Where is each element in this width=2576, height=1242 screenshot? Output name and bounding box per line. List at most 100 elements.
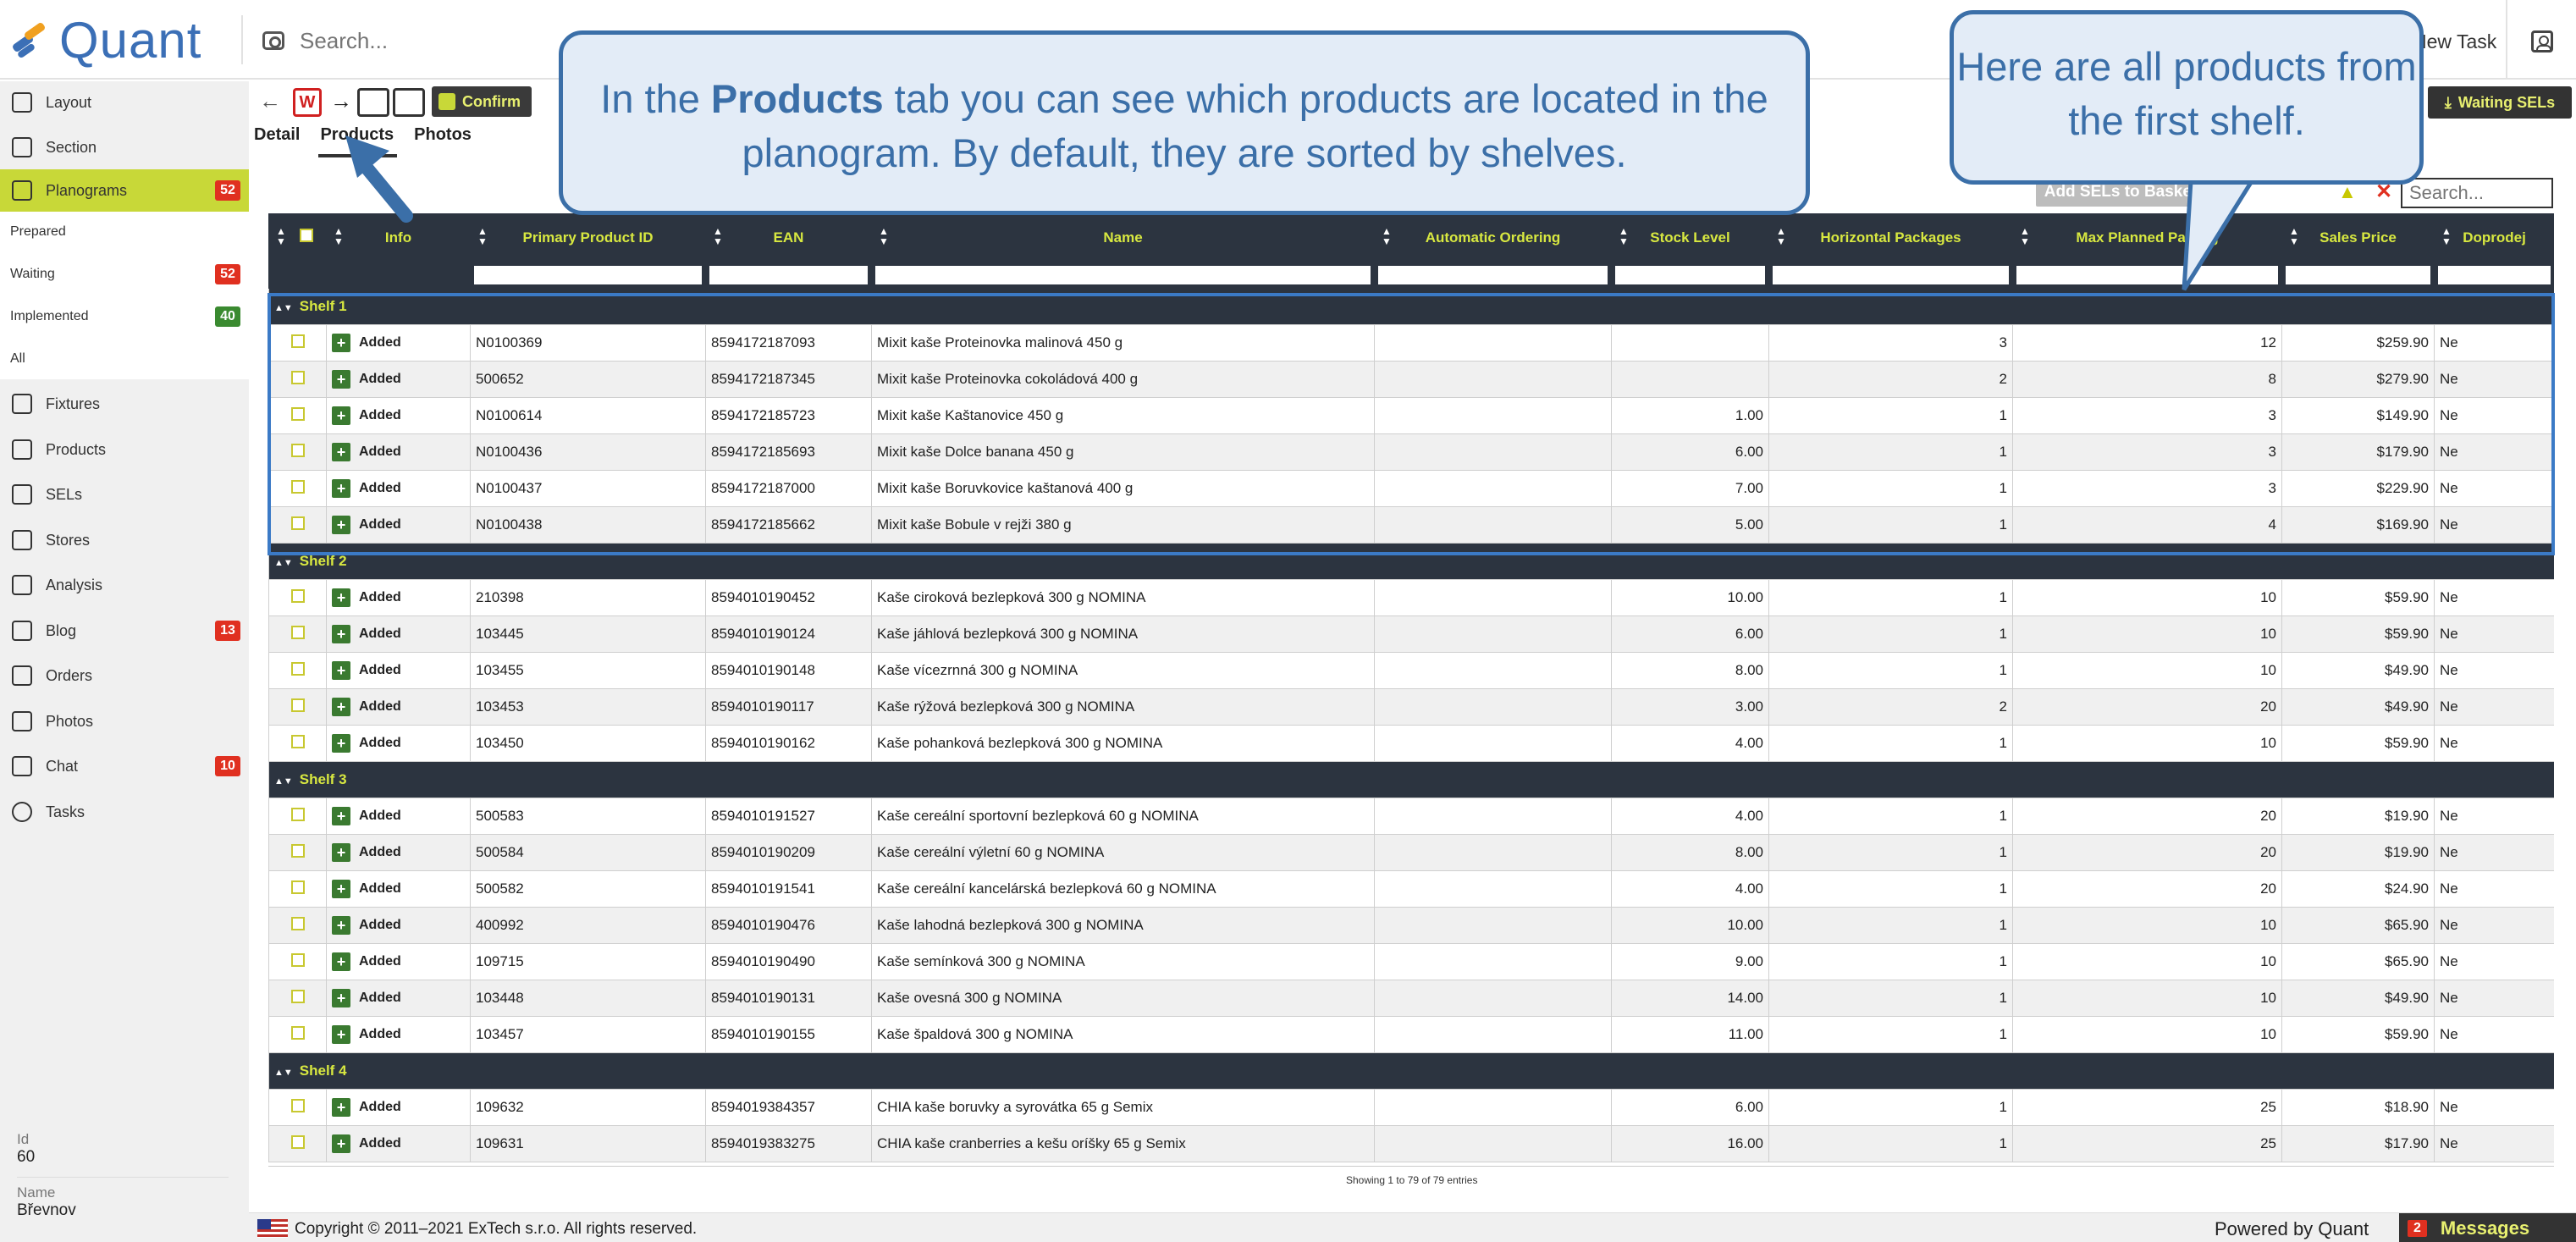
- row-checkbox[interactable]: [290, 916, 305, 930]
- table-row[interactable]: + Added 103445 8594010190124 Kaše jáhlová be…: [268, 615, 2554, 653]
- tab-photos[interactable]: Photos: [414, 125, 472, 144]
- table-row[interactable]: + Added 400992 8594010190476 Kaše lahodná be…: [268, 907, 2554, 944]
- shelf-view-icon[interactable]: [393, 88, 425, 117]
- subnav-item-all[interactable]: All: [0, 339, 249, 379]
- shelf-group-row[interactable]: ▲▼ Shelf 4: [268, 1052, 2554, 1090]
- row-checkbox[interactable]: [290, 880, 305, 894]
- sidebar-item-fixtures[interactable]: Fixtures: [0, 383, 249, 425]
- table-row[interactable]: + Added N0100437 8594172187000 Mixit kaše Bo…: [268, 470, 2554, 507]
- plus-icon[interactable]: +: [332, 989, 350, 1007]
- us-flag-icon[interactable]: [257, 1219, 288, 1238]
- column-filter-input[interactable]: [2286, 265, 2430, 284]
- column-header[interactable]: ▲ ▼ EAN: [705, 213, 872, 262]
- sort-icon[interactable]: ▲▼: [1382, 225, 1392, 247]
- plus-icon[interactable]: +: [332, 698, 350, 716]
- column-filter-input[interactable]: [1615, 265, 1765, 284]
- plus-icon[interactable]: +: [332, 334, 350, 352]
- table-row[interactable]: + Added N0100614 8594172185723 Mixit kaše Ka…: [268, 397, 2554, 434]
- column-header[interactable]: ▲ ▼ Automatic Ordering: [1374, 213, 1612, 262]
- column-filter-input[interactable]: [1773, 265, 2009, 284]
- sort-icon[interactable]: ▲▼: [2441, 225, 2452, 247]
- sort-icon[interactable]: ▲▼: [2020, 225, 2030, 247]
- messages-button[interactable]: 2 Messages: [2399, 1213, 2576, 1242]
- table-row[interactable]: + Added 500583 8594010191527 Kaše cereální s…: [268, 798, 2554, 835]
- column-filter-input[interactable]: [875, 265, 1371, 284]
- plus-icon[interactable]: +: [332, 370, 350, 389]
- table-row[interactable]: + Added 103455 8594010190148 Kaše vícezrnná …: [268, 652, 2554, 689]
- row-checkbox[interactable]: [290, 588, 305, 603]
- column-filter-input[interactable]: [474, 265, 702, 284]
- plus-icon[interactable]: +: [332, 406, 350, 425]
- column-header[interactable]: ▲ ▼ Horizontal Packages: [1768, 213, 2013, 262]
- plus-icon[interactable]: +: [332, 661, 350, 680]
- sort-icon[interactable]: ▲▼: [274, 1068, 293, 1078]
- shelf-group-row[interactable]: ▲▼ Shelf 2: [268, 543, 2554, 580]
- tab-detail[interactable]: Detail: [254, 125, 301, 144]
- fit-view-icon[interactable]: [357, 88, 389, 117]
- column-header[interactable]: ▲ ▼ Max Planned Packag: [2012, 213, 2282, 262]
- new-task-link[interactable]: New Task: [2413, 30, 2497, 52]
- sort-icon[interactable]: ▲▼: [274, 303, 293, 313]
- plus-icon[interactable]: +: [332, 1098, 350, 1117]
- plus-icon[interactable]: +: [332, 588, 350, 607]
- plus-icon[interactable]: +: [332, 952, 350, 971]
- sidebar-item-sels[interactable]: SELs: [0, 473, 249, 516]
- plus-icon[interactable]: +: [332, 916, 350, 935]
- column-filter-input[interactable]: [709, 265, 868, 284]
- move-up-icon[interactable]: ▲: [2338, 181, 2357, 202]
- plus-icon[interactable]: +: [332, 807, 350, 825]
- sort-icon[interactable]: ▲▼: [274, 558, 293, 568]
- row-checkbox[interactable]: [290, 661, 305, 676]
- table-row[interactable]: + Added 500584 8594010190209 Kaše cereální v…: [268, 834, 2554, 871]
- sidebar-item-layout[interactable]: Layout: [0, 81, 249, 124]
- row-checkbox[interactable]: [290, 1098, 305, 1112]
- logo[interactable]: Quant: [8, 8, 201, 71]
- row-checkbox[interactable]: [290, 1134, 305, 1149]
- column-header[interactable]: ▲ ▼ Name: [871, 213, 1375, 262]
- plus-icon[interactable]: +: [332, 734, 350, 753]
- row-checkbox[interactable]: [290, 952, 305, 967]
- shelf-group-row[interactable]: ▲▼ Shelf 3: [268, 761, 2554, 798]
- row-checkbox[interactable]: [290, 516, 305, 530]
- table-row[interactable]: + Added N0100369 8594172187093 Mixit kaše Pr…: [268, 324, 2554, 362]
- row-checkbox[interactable]: [290, 479, 305, 494]
- select-all-checkbox[interactable]: [299, 229, 313, 242]
- column-header[interactable]: ▲ ▼ Info: [326, 213, 471, 262]
- table-row[interactable]: + Added 103448 8594010190131 Kaše ovesná 300…: [268, 980, 2554, 1017]
- sort-icon[interactable]: ▲▼: [274, 776, 293, 787]
- column-filter-input[interactable]: [2016, 265, 2278, 284]
- plus-icon[interactable]: +: [332, 516, 350, 534]
- row-checkbox[interactable]: [290, 1025, 305, 1040]
- table-row[interactable]: + Added 103453 8594010190117 Kaše rýžová bez…: [268, 688, 2554, 726]
- table-row[interactable]: + Added 103457 8594010190155 Kaše špaldová 3…: [268, 1016, 2554, 1053]
- column-header[interactable]: ▲ ▼ Sales Price: [2281, 213, 2435, 262]
- plus-icon[interactable]: +: [332, 479, 350, 498]
- subnav-item-waiting[interactable]: Waiting 52: [0, 254, 249, 295]
- column-header[interactable]: ▲ ▼ Primary Product ID: [470, 213, 706, 262]
- table-row[interactable]: + Added 109632 8594019384357 CHIA kaše boruv…: [268, 1089, 2554, 1126]
- plus-icon[interactable]: +: [332, 625, 350, 643]
- table-row[interactable]: + Added 109715 8594010190490 Kaše semínková …: [268, 943, 2554, 980]
- camera-icon[interactable]: [262, 31, 284, 50]
- plus-icon[interactable]: +: [332, 843, 350, 862]
- column-filter-input[interactable]: [2438, 265, 2551, 284]
- sidebar-item-blog[interactable]: Blog 13: [0, 610, 249, 652]
- table-search-input[interactable]: [2401, 178, 2553, 208]
- sidebar-item-planograms[interactable]: Planograms 52: [0, 169, 249, 212]
- column-filter-input[interactable]: [1378, 265, 1608, 284]
- table-row[interactable]: + Added N0100438 8594172185662 Mixit kaše Bo…: [268, 506, 2554, 544]
- sort-icon[interactable]: ▲▼: [276, 225, 286, 247]
- table-row[interactable]: + Added 210398 8594010190452 Kaše ciroková b…: [268, 579, 2554, 616]
- back-arrow-icon[interactable]: ←: [259, 88, 281, 113]
- sidebar-item-section[interactable]: Section: [0, 126, 249, 168]
- user-profile-icon[interactable]: [2531, 30, 2553, 52]
- sort-icon[interactable]: ▲▼: [2289, 225, 2299, 247]
- sort-icon[interactable]: ▲▼: [713, 225, 723, 247]
- sidebar-item-stores[interactable]: Stores: [0, 519, 249, 561]
- subnav-item-prepared[interactable]: Prepared: [0, 212, 249, 252]
- forward-arrow-icon[interactable]: →: [330, 88, 352, 113]
- sidebar-item-tasks[interactable]: Tasks: [0, 791, 249, 833]
- sidebar-item-photos[interactable]: Photos: [0, 700, 249, 742]
- column-header[interactable]: ▲ ▼ Doprodej: [2434, 213, 2554, 262]
- sidebar-item-products[interactable]: Products: [0, 428, 249, 471]
